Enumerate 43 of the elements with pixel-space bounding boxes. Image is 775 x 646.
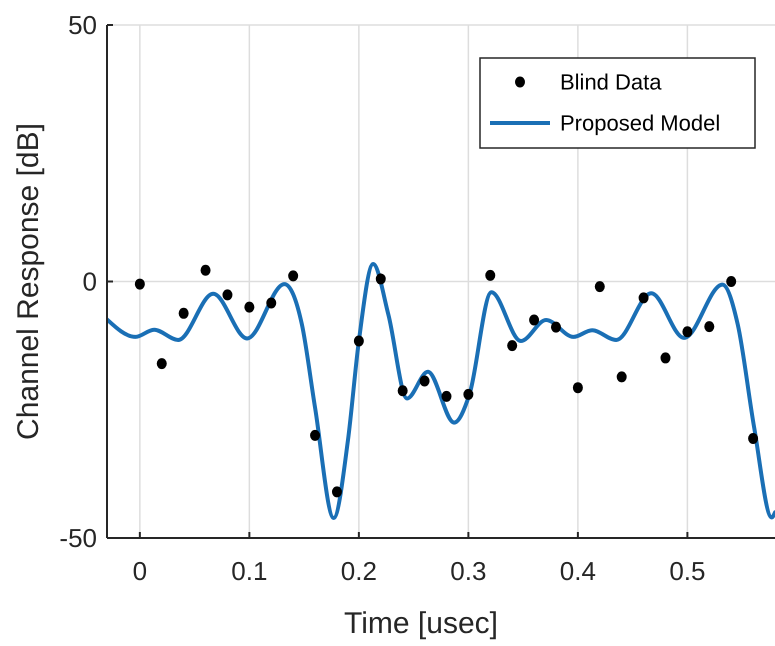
point [420,376,430,387]
point [310,430,320,441]
point [638,292,649,304]
point [594,281,605,292]
point [376,273,386,284]
point [134,278,145,290]
x-tick-label: 0.4 [560,556,596,586]
y-axis-title: Channel Response [dB] [12,123,45,440]
point [682,326,692,338]
legend-label: Blind Data [560,70,662,95]
point [485,270,496,281]
x-tick-label: 0.3 [450,556,486,586]
point [332,486,342,498]
point [704,321,714,332]
point [748,432,758,444]
point [441,390,452,402]
y-tick-label: -50 [59,523,97,554]
x-tick-label: 0.5 [669,556,706,586]
point [507,340,518,352]
point [726,276,736,287]
point [222,289,232,300]
point [354,336,364,347]
point [288,270,298,282]
point [266,298,276,309]
y-tick-label: 50 [68,10,97,40]
point [463,388,474,400]
point [529,314,540,326]
line-series [107,262,775,520]
point [660,352,670,364]
point [572,382,583,394]
point [244,302,254,313]
x-tick-label: 0.1 [231,556,268,586]
legend-label: Proposed Model [560,110,720,136]
point [178,308,189,319]
point [616,371,627,382]
x-axis-title: Time [usec] [344,607,498,640]
x-tick-label: 0 [132,556,148,586]
point [550,322,561,333]
x-tick-label: 0.2 [340,556,377,586]
point [156,358,167,370]
point [200,264,211,276]
y-tick-label: 0 [82,266,97,297]
point [398,385,408,396]
